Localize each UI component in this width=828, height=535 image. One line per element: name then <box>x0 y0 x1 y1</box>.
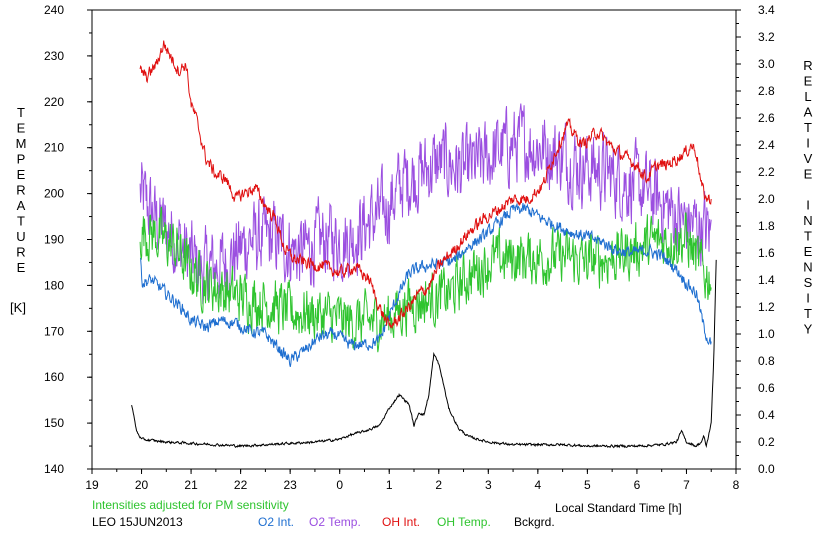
series-layer <box>131 40 717 449</box>
x-tick-label: 5 <box>584 478 591 492</box>
x-axis: 19 20 21 22 23 0 1 2 3 4 5 6 7 8 <box>85 469 740 492</box>
x-tick-label: 0 <box>336 478 343 492</box>
legend: O2 Int. O2 Temp. OH Int. OH Temp. Bckgrd. <box>258 515 555 529</box>
series-line <box>139 206 712 353</box>
right-tick-label: 2.8 <box>758 84 775 98</box>
right-tick-label: 2.4 <box>758 138 775 152</box>
right-tick-label: 3.4 <box>758 3 775 17</box>
left-tick-label: 170 <box>44 324 64 338</box>
right-tick-label: 1.0 <box>758 327 775 341</box>
legend-entry: Bckgrd. <box>514 515 555 529</box>
right-title-letter: A <box>804 105 813 120</box>
legend-entry: O2 Temp. <box>309 515 361 529</box>
right-tick-label: 2.6 <box>758 111 775 125</box>
left-tick-label: 240 <box>44 3 64 17</box>
right-title-letter: N <box>803 213 812 228</box>
right-title-letter: E <box>804 244 813 259</box>
left-title-letter: R <box>16 183 25 198</box>
right-title-letter: N <box>803 260 812 275</box>
right-title-letter: E <box>804 74 813 89</box>
right-title-letter: I <box>806 198 810 213</box>
right-tick-label: 2.2 <box>758 165 775 179</box>
sensitivity-note: Intensities adjusted for PM sensitivity <box>92 498 289 512</box>
x-tick-label: 1 <box>386 478 393 492</box>
series-line <box>139 202 712 368</box>
left-y-axis: 140 150 160 170 180 190 200 210 220 230 240 <box>44 3 92 476</box>
plot-frame <box>91 9 737 470</box>
left-tick-label: 230 <box>44 49 64 63</box>
x-axis-title: Local Standard Time [h] <box>555 501 682 515</box>
right-tick-label: 3.2 <box>758 30 775 44</box>
right-title-letter: V <box>804 151 813 166</box>
left-title-letter: E <box>17 167 26 182</box>
x-tick-label: 7 <box>683 478 690 492</box>
right-title-letter: R <box>803 58 812 73</box>
right-title-letter: E <box>804 167 813 182</box>
right-title-letter: T <box>804 306 812 321</box>
left-title-letter: T <box>17 105 25 120</box>
x-tick-label: 8 <box>733 478 740 492</box>
right-tick-label: 0.4 <box>758 408 775 422</box>
x-tick-label: 20 <box>135 478 149 492</box>
left-tick-label: 210 <box>44 141 64 155</box>
right-tick-label: 1.2 <box>758 300 775 314</box>
left-tick-label: 150 <box>44 416 64 430</box>
right-tick-label: 0.8 <box>758 354 775 368</box>
left-tick-label: 200 <box>44 187 64 201</box>
left-title-letter: T <box>17 214 25 229</box>
left-title-letter: E <box>17 121 26 136</box>
left-tick-label: 140 <box>44 462 64 476</box>
right-tick-label: 1.4 <box>758 273 775 287</box>
x-tick-label: 6 <box>634 478 641 492</box>
left-title-letter: U <box>16 229 25 244</box>
left-title-letter: P <box>17 152 26 167</box>
legend-entry: O2 Int. <box>258 515 294 529</box>
x-tick-label: 22 <box>234 478 248 492</box>
left-tick-label: 180 <box>44 278 64 292</box>
right-title-letter: T <box>804 120 812 135</box>
left-y-axis-unit: [K] <box>10 300 26 315</box>
right-tick-label: 1.6 <box>758 246 775 260</box>
left-title-letter: A <box>17 198 26 213</box>
x-tick-label: 19 <box>85 478 99 492</box>
left-tick-label: 220 <box>44 95 64 109</box>
right-title-letter: T <box>804 229 812 244</box>
x-tick-label: 2 <box>435 478 442 492</box>
left-tick-label: 160 <box>44 370 64 384</box>
x-tick-label: 3 <box>485 478 492 492</box>
right-y-axis: 0.0 0.2 0.4 0.6 0.8 1.0 1.2 1.4 1.6 1.8 2.0 2.2 2.4 2… <box>736 3 775 476</box>
legend-entry: OH Temp. <box>437 515 491 529</box>
right-title-letter: S <box>804 275 813 290</box>
right-tick-label: 0.2 <box>758 435 775 449</box>
right-tick-label: 2.0 <box>758 192 775 206</box>
station-date: LEO 15JUN2013 <box>92 515 183 529</box>
x-tick-label: 4 <box>535 478 542 492</box>
x-tick-label: 21 <box>184 478 198 492</box>
right-tick-label: 3.0 <box>758 57 775 71</box>
right-title-letter: I <box>806 136 810 151</box>
left-title-letter: M <box>16 136 27 151</box>
right-title-letter: Y <box>804 322 813 337</box>
x-tick-label: 23 <box>283 478 297 492</box>
left-title-letter: E <box>17 260 26 275</box>
right-tick-label: 0.6 <box>758 381 775 395</box>
right-tick-label: 0.0 <box>758 462 775 476</box>
right-title-letter: L <box>804 89 811 104</box>
series-line <box>139 40 712 329</box>
legend-entry: OH Int. <box>382 515 420 529</box>
left-tick-label: 190 <box>44 233 64 247</box>
series-line <box>139 103 712 305</box>
right-tick-label: 1.8 <box>758 219 775 233</box>
left-title-letter: R <box>16 245 25 260</box>
series-line <box>131 259 717 449</box>
right-title-letter: I <box>806 291 810 306</box>
